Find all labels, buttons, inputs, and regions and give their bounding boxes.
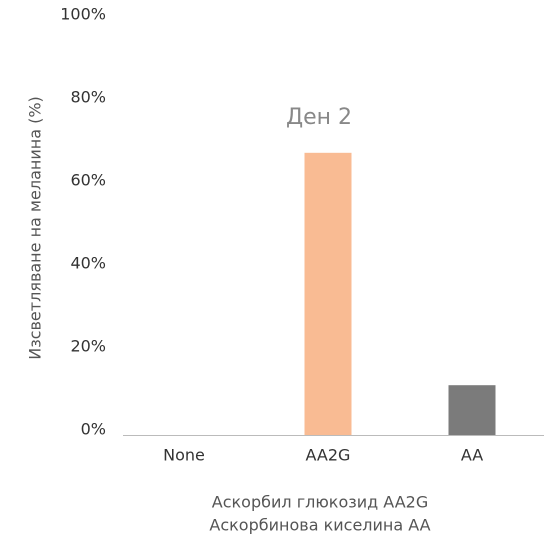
y-tick-label: 40% <box>70 254 106 273</box>
x-axis-label: Аскорбил глюкозид AA2G <box>212 493 428 512</box>
y-tick-label: 80% <box>70 88 106 107</box>
chart-title: Ден 2 <box>286 105 352 130</box>
bar <box>448 385 496 435</box>
y-tick-label: 100% <box>60 5 106 24</box>
bar <box>304 152 352 436</box>
x-tick-label: None <box>163 446 205 465</box>
x-axis-label: Аскорбинова киселина AA <box>209 516 430 535</box>
x-tick-label: AA2G <box>306 446 351 465</box>
y-tick-label: 60% <box>70 171 106 190</box>
y-axis-label: Изсветляване на меланина (%) <box>26 96 45 360</box>
y-tick-label: 20% <box>70 337 106 356</box>
x-tick-label: AA <box>461 446 483 465</box>
y-tick-label: 0% <box>81 420 106 439</box>
